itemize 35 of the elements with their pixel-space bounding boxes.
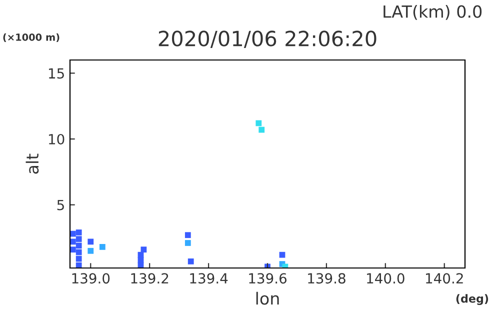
x-tick-label: 139.8 (308, 273, 346, 284)
chart-title: 2020/01/06 22:06:20 (158, 30, 376, 48)
text: (×1000 m) (3, 33, 60, 42)
point (76, 262, 82, 268)
point (99, 244, 106, 250)
point (138, 252, 144, 258)
x-axis-title: lon (256, 292, 279, 305)
x-tick-label: 139.6 (249, 273, 287, 284)
x-tick-label: 140.0 (367, 273, 404, 284)
point (88, 248, 94, 254)
point (76, 256, 82, 262)
x-tick-label: 139.0 (72, 273, 110, 284)
point (70, 238, 76, 245)
point (76, 249, 82, 256)
point (258, 126, 265, 133)
point (279, 252, 286, 258)
point (76, 230, 82, 236)
text: (deg) (456, 294, 488, 305)
point (184, 240, 191, 246)
point (188, 258, 194, 264)
x-tick-label: 139.4 (190, 273, 228, 284)
x-tick-label: 140.2 (426, 273, 463, 284)
point (140, 246, 147, 253)
y-tick-label: 5 (57, 200, 64, 210)
point (70, 246, 76, 253)
point (184, 232, 191, 238)
point (88, 238, 94, 245)
point (76, 236, 82, 242)
x-tick-label: 139.2 (131, 273, 168, 284)
y-tick-label: 15 (48, 68, 64, 79)
point (256, 120, 262, 126)
chart-subtitle: LAT(km) 0.0 (384, 4, 482, 20)
point (76, 242, 82, 249)
y-tick-label: 10 (48, 134, 64, 144)
y-axis-title: alt (26, 154, 39, 174)
